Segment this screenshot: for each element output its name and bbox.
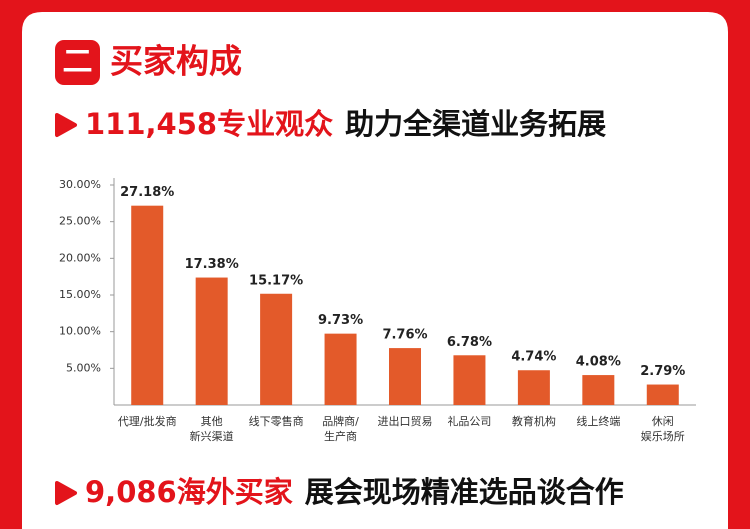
x-tick-label: 进出口贸易 <box>378 414 433 428</box>
y-tick-label: 5.00% <box>66 361 101 374</box>
bar <box>646 384 679 405</box>
value-label: 27.18% <box>120 185 174 200</box>
bullet-icon <box>55 113 77 137</box>
value-label: 15.17% <box>249 273 303 288</box>
bar <box>453 355 486 405</box>
value-label: 4.74% <box>511 350 556 365</box>
x-tick-label: 休闲 <box>652 414 674 428</box>
section-title: 买家构成 <box>110 42 242 81</box>
bar <box>582 375 615 405</box>
card <box>22 12 728 529</box>
footer-highlight: 9,086海外买家 <box>85 475 293 509</box>
bar <box>324 333 357 405</box>
y-tick-label: 30.00% <box>59 178 101 191</box>
y-tick-label: 15.00% <box>59 288 101 301</box>
x-tick-label: 教育机构 <box>512 414 556 428</box>
value-label: 4.08% <box>576 355 621 370</box>
headline: 111,458专业观众 助力全渠道业务拓展 <box>85 107 606 141</box>
footer-text: 展会现场精准选品谈合作 <box>305 475 624 509</box>
x-tick-label: 线上终端 <box>576 414 620 428</box>
x-tick-label: 新兴渠道 <box>190 429 234 443</box>
bar <box>260 293 293 405</box>
section-icon <box>55 40 100 85</box>
x-tick-label: 代理/批发商 <box>118 414 177 428</box>
x-tick-label: 线下零售商 <box>249 414 304 428</box>
footer-headline: 9,086海外买家 展会现场精准选品谈合作 <box>85 475 624 509</box>
section-number: 二 <box>63 45 93 80</box>
bullet-icon <box>55 481 77 505</box>
bar <box>195 277 228 405</box>
y-tick-label: 20.00% <box>59 251 101 264</box>
y-tick-label: 10.00% <box>59 325 101 338</box>
x-tick-label: 娱乐场所 <box>641 429 685 443</box>
x-tick-label: 其他 <box>201 415 223 428</box>
x-tick-label: 礼品公司 <box>447 414 491 428</box>
bar <box>517 370 550 405</box>
bar <box>131 205 164 405</box>
value-label: 9.73% <box>318 313 363 328</box>
x-tick-label: 品牌商/ <box>322 414 359 428</box>
headline-text: 助力全渠道业务拓展 <box>345 107 606 141</box>
headline-highlight: 111,458专业观众 <box>85 107 333 141</box>
x-tick-label: 生产商 <box>324 429 357 443</box>
y-tick-label: 25.00% <box>59 215 101 228</box>
value-label: 17.38% <box>185 257 239 272</box>
value-label: 7.76% <box>382 328 427 343</box>
bar <box>389 348 421 405</box>
value-label: 6.78% <box>447 335 492 350</box>
value-label: 2.79% <box>640 364 685 379</box>
